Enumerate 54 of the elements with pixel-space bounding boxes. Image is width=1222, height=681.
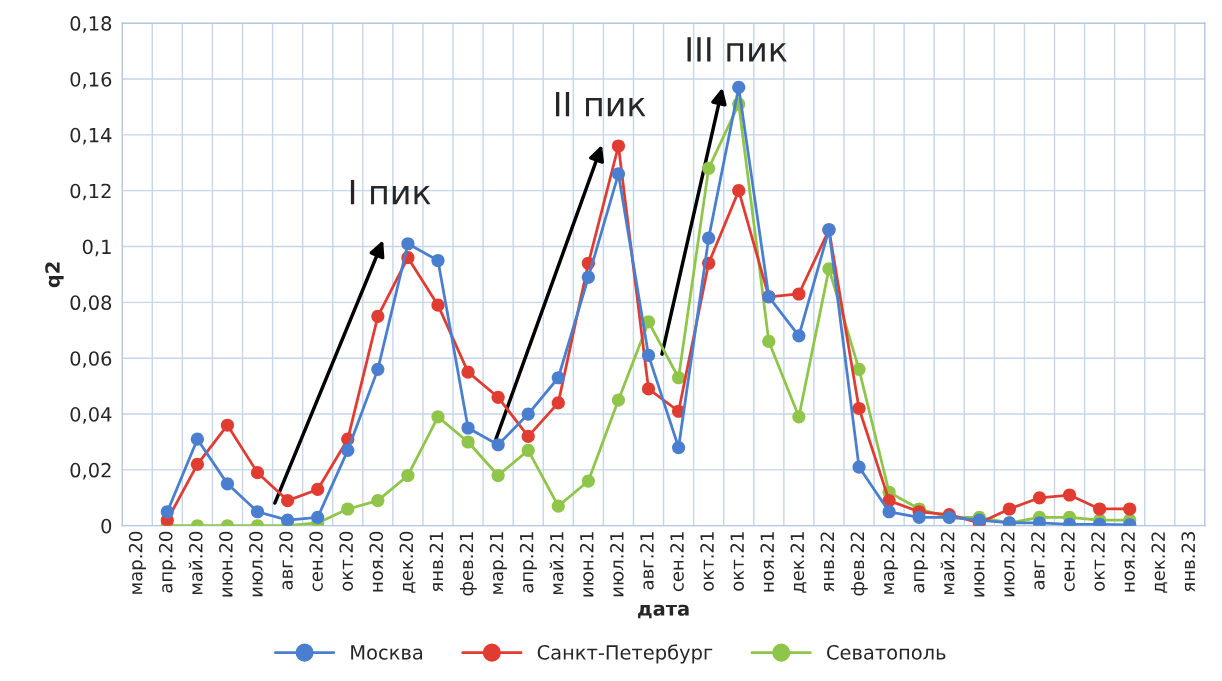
- x-tick-label: дек.21: [790, 532, 807, 593]
- x-tick-label: май.22: [940, 532, 955, 595]
- legend-label: Москва: [351, 645, 423, 660]
- x-tick-label: фев.22: [850, 532, 868, 596]
- x-tick-label: фев.21: [459, 532, 477, 596]
- x-tick-label: сен.21: [670, 532, 684, 592]
- x-tick-label: июл.20: [249, 531, 263, 597]
- x-tick-label: июн.20: [219, 531, 233, 597]
- x-tick-label: мар.21: [489, 532, 507, 594]
- x-axis-title: дата: [638, 604, 689, 619]
- x-tick-label: май.21: [549, 532, 564, 595]
- legend-label: Санкт-Петербург: [537, 644, 713, 664]
- y-tick-label: 0,18: [70, 16, 112, 33]
- x-tick-label: апр.21: [519, 532, 537, 593]
- x-tick-label: май.20: [188, 531, 203, 595]
- x-tick-label: янв.23: [1181, 532, 1196, 592]
- y-tick-label: 0,12: [70, 183, 111, 201]
- x-tick-label: сен.20: [309, 531, 323, 592]
- y-tick-label: 0,08: [70, 295, 112, 313]
- x-tick-label: апр.20: [158, 531, 177, 593]
- y-tick-label: 0,02: [70, 462, 111, 480]
- x-tick-label: ноя.21: [760, 532, 775, 592]
- x-tick-label: дек.22: [1151, 532, 1168, 593]
- x-tick-label: дек.20: [399, 531, 416, 593]
- x-tick-label: июл.21: [610, 532, 624, 597]
- x-tick-label: ноя.20: [369, 531, 384, 592]
- y-tick-label: 0: [101, 518, 112, 534]
- y-axis-title: q2: [45, 262, 64, 288]
- x-tick-label: авг.22: [1031, 532, 1045, 590]
- x-tick-label: ноя.22: [1121, 532, 1135, 592]
- x-tick-label: окт.21: [730, 532, 744, 591]
- x-tick-label: янв.22: [820, 532, 834, 592]
- x-tick-label: авг.21: [640, 532, 654, 590]
- x-tick-label: авг.20: [279, 531, 293, 590]
- x-tick-label: апр.22: [910, 532, 928, 593]
- x-tick-label: мар.22: [880, 532, 898, 594]
- y-tick-label: 0,16: [70, 71, 112, 89]
- annotation: III пик: [687, 37, 787, 62]
- x-tick-label: июн.22: [970, 532, 985, 597]
- y-tick-label: 0,04: [70, 407, 112, 424]
- annotation: I пик: [350, 179, 431, 205]
- legend-label: Севатополь: [827, 645, 946, 660]
- x-tick-label: сен.22: [1061, 532, 1075, 592]
- x-tick-label: окт.22: [1091, 532, 1105, 591]
- annotation: II пик: [556, 91, 646, 117]
- x-tick-label: июл.22: [1000, 532, 1015, 597]
- y-tick-label: 0,1: [82, 239, 111, 257]
- y-tick-label: 0,06: [70, 351, 112, 368]
- x-tick-label: окт.21: [700, 532, 714, 591]
- x-tick-label: окт.20: [339, 531, 353, 591]
- y-tick-label: 0,14: [70, 127, 112, 145]
- x-tick-label: мар.20: [128, 531, 146, 594]
- x-tick-label: июн.21: [579, 532, 594, 597]
- x-tick-label: янв.21: [429, 532, 443, 592]
